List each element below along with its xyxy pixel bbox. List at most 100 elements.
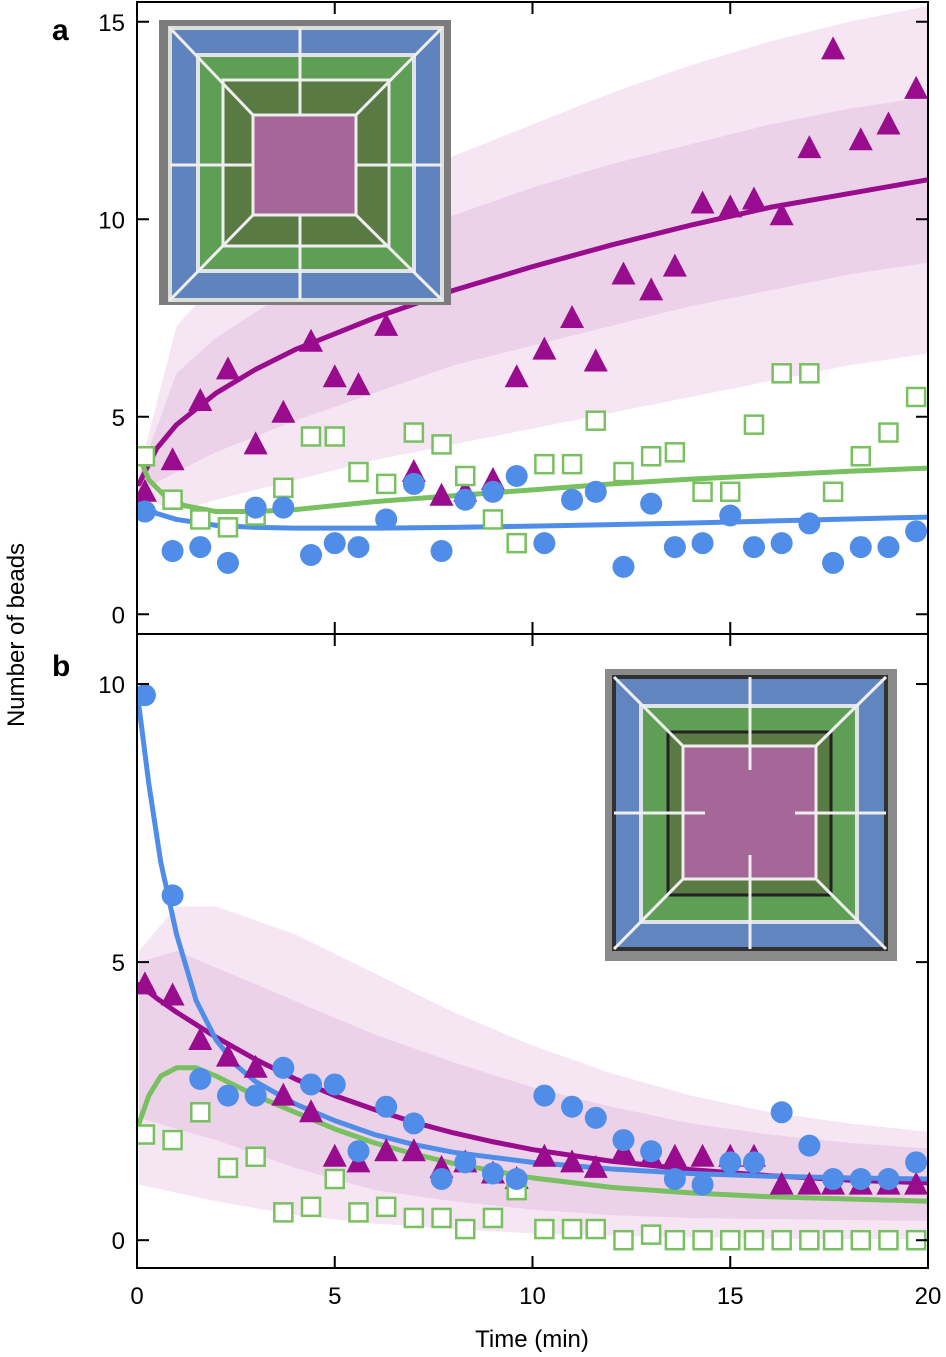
data-point-green bbox=[403, 1207, 425, 1229]
data-point-purple bbox=[429, 482, 454, 506]
data-point-blue bbox=[189, 536, 212, 559]
data-point-blue bbox=[216, 1084, 239, 1107]
data-point-blue bbox=[849, 536, 872, 559]
data-point-green bbox=[799, 1229, 820, 1251]
panel-label-b: b bbox=[52, 650, 70, 683]
data-point-green bbox=[799, 363, 820, 384]
data-point-green bbox=[822, 481, 844, 503]
y-tick-label: 5 bbox=[112, 405, 125, 432]
y-tick-label: 10 bbox=[98, 672, 125, 699]
data-point-purple bbox=[904, 1171, 928, 1195]
data-point-blue bbox=[300, 1073, 323, 1096]
panel-label-a: a bbox=[52, 14, 69, 47]
x-tick-label: 0 bbox=[130, 1283, 143, 1310]
data-point-purple bbox=[904, 75, 928, 99]
data-point-purple bbox=[821, 36, 846, 60]
data-point-purple bbox=[848, 127, 873, 151]
data-point-purple bbox=[662, 1143, 687, 1167]
data-point-blue bbox=[742, 536, 765, 559]
data-point-blue bbox=[561, 488, 584, 511]
data-point-purple bbox=[532, 336, 557, 360]
data-point-purple bbox=[215, 356, 240, 380]
data-point-purple bbox=[560, 305, 585, 328]
data-point-blue bbox=[770, 1101, 793, 1124]
data-point-blue bbox=[323, 532, 346, 555]
data-point-purple bbox=[160, 982, 185, 1006]
data-point-purple bbox=[769, 202, 794, 226]
x-tick-label: 5 bbox=[328, 1283, 341, 1310]
data-point-blue bbox=[798, 1134, 821, 1157]
data-point-blue bbox=[612, 555, 635, 578]
data-point-green bbox=[324, 1168, 345, 1190]
data-point-purple bbox=[137, 971, 157, 995]
data-point-blue bbox=[505, 465, 528, 487]
y-tick-label: 0 bbox=[112, 602, 125, 629]
data-point-green bbox=[482, 509, 504, 530]
panel-b bbox=[137, 684, 928, 1251]
data-point-green bbox=[720, 481, 741, 503]
data-point-green bbox=[771, 1229, 792, 1251]
data-point-green bbox=[822, 1229, 844, 1251]
data-point-purple bbox=[639, 277, 664, 301]
panel-a bbox=[137, 5, 928, 578]
y-tick-label: 0 bbox=[112, 1228, 125, 1255]
x-tick-label: 20 bbox=[915, 1283, 942, 1310]
chamber-image-inset-a bbox=[159, 20, 451, 305]
data-point-blue bbox=[584, 480, 607, 503]
data-point-green bbox=[455, 1218, 476, 1240]
data-point-blue bbox=[161, 540, 184, 563]
data-point-purple bbox=[560, 1149, 585, 1173]
data-point-green bbox=[878, 422, 899, 443]
data-point-blue bbox=[430, 1168, 453, 1191]
data-point-purple bbox=[769, 1171, 794, 1195]
data-point-green bbox=[613, 1229, 634, 1251]
data-point-purple bbox=[876, 111, 901, 135]
data-point-green bbox=[482, 1207, 504, 1229]
data-point-green bbox=[162, 1129, 183, 1151]
data-point-blue bbox=[272, 1056, 295, 1079]
data-point-blue bbox=[663, 1168, 686, 1191]
data-point-blue bbox=[877, 536, 900, 559]
data-point-green bbox=[534, 1218, 555, 1240]
data-point-green bbox=[905, 386, 927, 408]
data-point-purple bbox=[271, 1082, 296, 1106]
data-point-green bbox=[878, 1229, 899, 1251]
data-point-purple bbox=[271, 399, 296, 423]
x-tick-label: 15 bbox=[717, 1283, 744, 1310]
data-point-purple bbox=[374, 1138, 399, 1162]
data-point-green bbox=[664, 1229, 686, 1251]
data-point-green bbox=[162, 489, 183, 510]
data-point-blue bbox=[454, 1151, 477, 1174]
data-point-green bbox=[850, 1229, 872, 1251]
data-point-purple bbox=[299, 1099, 324, 1123]
data-point-purple bbox=[401, 1138, 426, 1162]
data-point-blue bbox=[691, 1173, 714, 1196]
data-point-blue bbox=[244, 496, 267, 519]
data-point-green bbox=[137, 1124, 156, 1145]
data-point-purple bbox=[532, 1143, 557, 1167]
data-point-blue bbox=[137, 684, 156, 707]
data-point-purple bbox=[215, 1043, 240, 1067]
data-point-blue bbox=[375, 508, 398, 531]
data-point-green bbox=[506, 532, 527, 554]
data-point-blue bbox=[402, 472, 425, 495]
data-point-green bbox=[137, 446, 156, 467]
data-point-blue bbox=[742, 1151, 765, 1174]
y-tick-label: 5 bbox=[112, 950, 125, 977]
data-point-blue bbox=[189, 1067, 212, 1090]
data-point-green bbox=[720, 1229, 741, 1251]
x-tick-label: 10 bbox=[519, 1283, 546, 1310]
data-point-purple bbox=[160, 447, 185, 471]
data-point-green bbox=[190, 509, 211, 530]
data-point-purple bbox=[374, 312, 399, 336]
data-point-purple bbox=[797, 135, 822, 159]
data-point-purple bbox=[583, 348, 608, 372]
data-point-purple bbox=[243, 431, 268, 455]
y-tick-label: 10 bbox=[98, 207, 125, 234]
data-point-green bbox=[324, 426, 345, 447]
data-point-purple bbox=[188, 387, 213, 411]
data-point-blue bbox=[347, 536, 370, 559]
data-point-blue bbox=[533, 1084, 556, 1107]
data-point-blue bbox=[877, 1168, 900, 1191]
